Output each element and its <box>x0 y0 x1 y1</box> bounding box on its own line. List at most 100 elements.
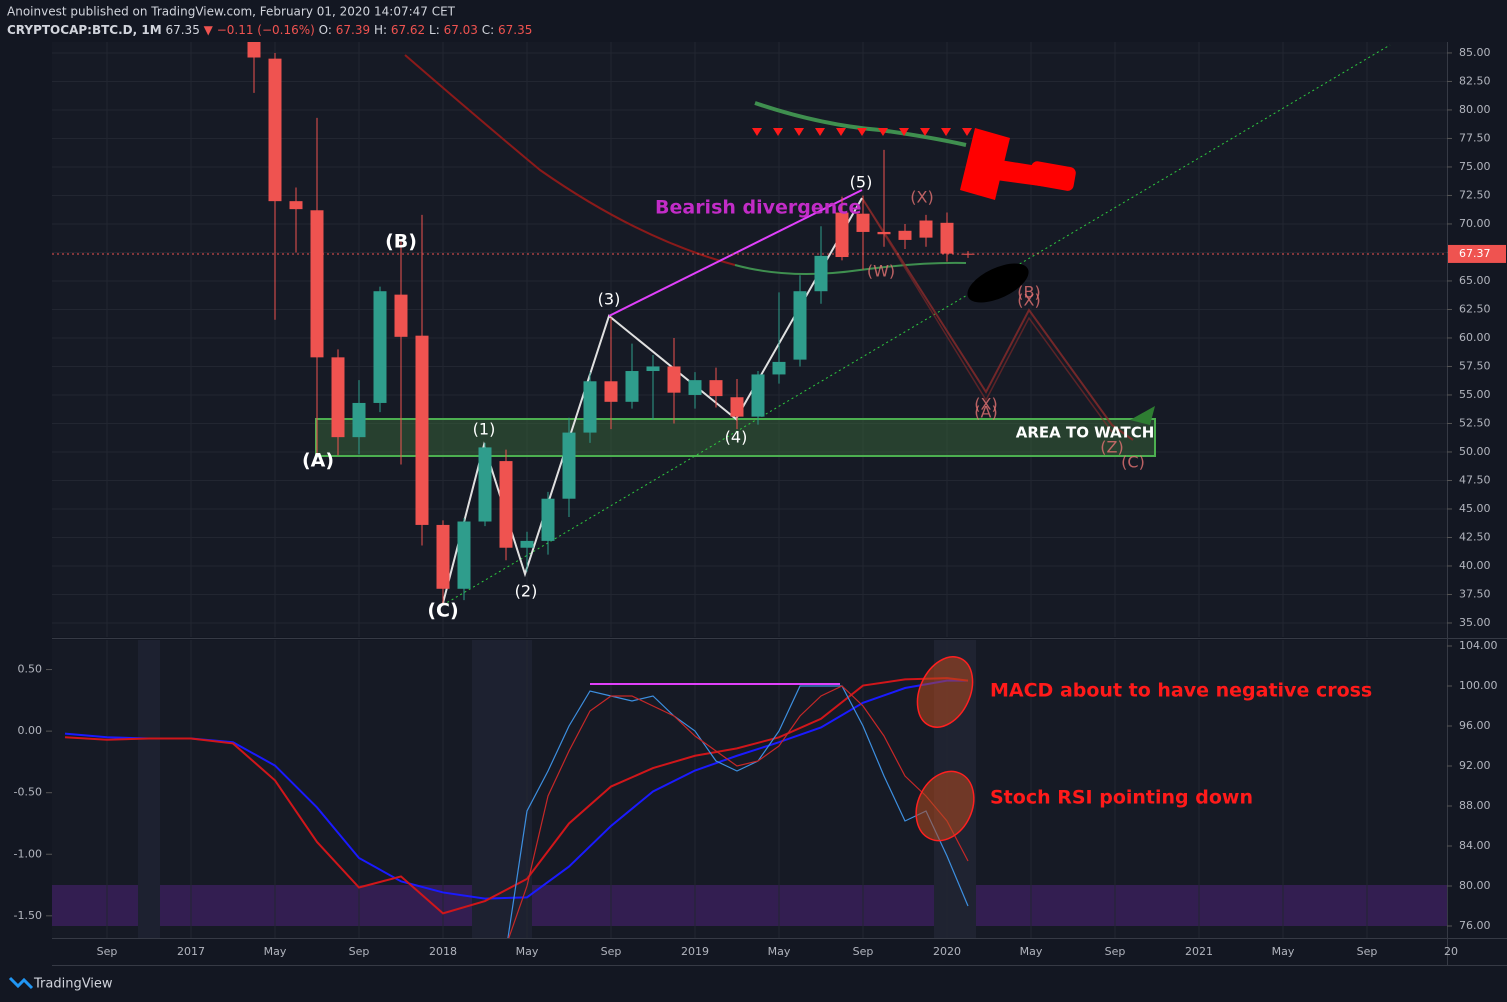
y-tick-label: 77.50 <box>1459 131 1491 144</box>
y2-tick-label: 92.00 <box>1459 759 1491 772</box>
candle-body <box>814 255 828 292</box>
y-tick-label: 50.00 <box>1459 445 1491 458</box>
annotation: (5) <box>850 173 873 192</box>
marker <box>962 128 972 136</box>
candle-body <box>394 294 408 337</box>
y-tick-label: 40.00 <box>1459 559 1491 572</box>
y-tick-label: 37.50 <box>1459 587 1491 600</box>
y2-tick-label: 100.00 <box>1459 679 1498 692</box>
marker <box>920 128 930 136</box>
y-tick-label: 75.00 <box>1459 160 1491 173</box>
y-tick-label: -0.50 <box>14 786 42 799</box>
annotation: (B) <box>1017 283 1040 302</box>
x-tick-label: 2018 <box>429 945 457 958</box>
moving-average <box>404 54 736 266</box>
candle-body <box>730 397 744 417</box>
annotation: (W) <box>867 262 895 281</box>
price-label: 67.37 <box>1459 247 1491 260</box>
y2-tick-label: 84.00 <box>1459 839 1491 852</box>
area-box <box>315 418 1156 457</box>
grid <box>52 42 1447 938</box>
footer-logo <box>8 976 34 990</box>
y-tick-label: 0.00 <box>18 724 43 737</box>
y-tick-label: 42.50 <box>1459 530 1491 543</box>
candle-body <box>772 361 786 375</box>
shade <box>472 640 532 938</box>
indicator-line <box>64 677 969 915</box>
x-tick-label: Sep <box>97 945 118 958</box>
marker <box>815 128 825 136</box>
header-bg <box>0 0 1507 40</box>
y-tick-label: 60.00 <box>1459 331 1491 344</box>
y2-tick-label: 104.00 <box>1459 639 1498 652</box>
marker <box>773 128 783 136</box>
indicator-line <box>507 685 969 938</box>
candle-body <box>625 371 639 402</box>
candle-body <box>373 291 387 403</box>
y-tick-label: 55.00 <box>1459 388 1491 401</box>
y2-tick-label: 76.00 <box>1459 919 1491 932</box>
main-plot <box>52 42 1447 606</box>
ohlc-value: 67.62 <box>387 23 425 37</box>
y-tick-label: 52.50 <box>1459 416 1491 429</box>
x-tick-label: 2021 <box>1185 945 1213 958</box>
annotation: (3) <box>598 290 621 309</box>
candle-body <box>919 220 933 238</box>
y-tick-label: 57.50 <box>1459 359 1491 372</box>
annotation: MACD about to have negative cross <box>990 680 1372 702</box>
y2-tick-label: 88.00 <box>1459 799 1491 812</box>
ohlc-label: H: <box>374 23 387 37</box>
candle-body <box>667 366 681 393</box>
annotation: (C) <box>427 600 458 622</box>
annotation: (Z) <box>1100 438 1123 457</box>
ohlc-label: C: <box>482 23 494 37</box>
x-tick-label: May <box>768 945 791 958</box>
candle-body <box>604 381 618 402</box>
marker <box>941 128 951 136</box>
indicator-line <box>508 685 969 938</box>
publisher: Anoinvest published on TradingView.com, … <box>7 5 456 19</box>
x-tick-label: May <box>1272 945 1295 958</box>
y-tick-label: -1.50 <box>14 909 42 922</box>
y-tick-label: -1.00 <box>14 847 42 860</box>
highlight <box>916 656 974 728</box>
candle-body <box>709 380 723 397</box>
candle-body <box>310 210 324 358</box>
highlight <box>915 770 975 842</box>
annotation: Bearish divergence <box>655 197 861 219</box>
candle-body <box>835 212 849 258</box>
x-tick-label: Sep <box>853 945 874 958</box>
candle-body <box>352 402 366 438</box>
ohlc-label: L: <box>429 23 440 37</box>
x-tick-label: 2019 <box>681 945 709 958</box>
annotation: (4) <box>725 428 748 447</box>
trend-line <box>442 44 1391 606</box>
projection <box>861 197 1113 433</box>
marker <box>836 128 846 136</box>
candle-body <box>751 374 765 417</box>
price-label-bg <box>1448 244 1506 263</box>
y-tick-label: 80.00 <box>1459 103 1491 116</box>
ohlc-label: O: <box>319 23 332 37</box>
annotation: (X) <box>910 188 933 207</box>
last-value: 67.35 <box>165 23 199 37</box>
candle-body <box>457 521 471 589</box>
candle-body <box>646 366 660 372</box>
projection <box>861 197 1134 441</box>
oversold-band <box>52 885 1447 926</box>
y2-tick-label: 80.00 <box>1459 879 1491 892</box>
candle-body <box>268 58 282 202</box>
candle-body <box>520 540 534 548</box>
ellipse <box>967 263 1029 303</box>
annotation: Stoch RSI pointing down <box>990 787 1253 809</box>
y-tick-label: 82.50 <box>1459 74 1491 87</box>
x-tick-label: Sep <box>601 945 622 958</box>
x-tick-label: 2020 <box>933 945 961 958</box>
ohlc-value: 67.39 <box>332 23 370 37</box>
annotation: AREA TO WATCH <box>1016 424 1155 442</box>
annotation: (A) <box>302 450 334 472</box>
y-tick-label: 45.00 <box>1459 502 1491 515</box>
x-tick-label: May <box>516 945 539 958</box>
candle-body <box>940 222 954 254</box>
